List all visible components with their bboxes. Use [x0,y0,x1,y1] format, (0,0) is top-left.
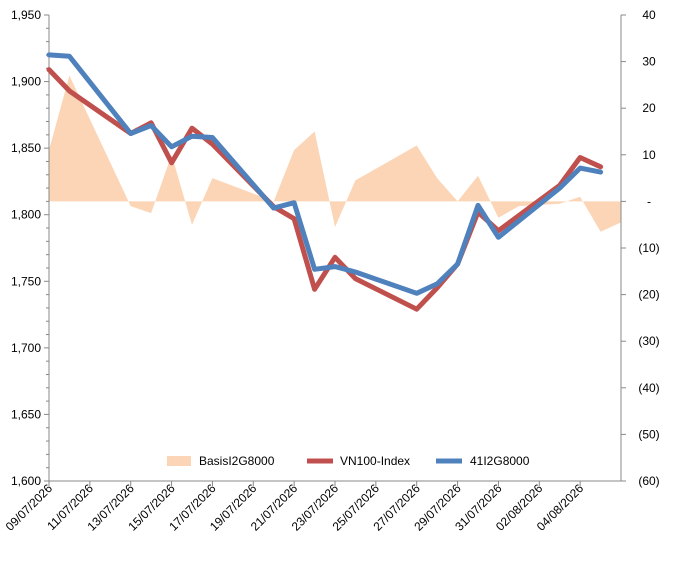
y-right-tick-label: 40 [642,8,656,22]
legend-swatch-basis [167,456,191,466]
y-left-tick-label: 1,850 [11,141,41,155]
y-right-tick-label: (30) [638,334,659,348]
axes-layer [44,14,626,486]
series-line-41i2g8000 [46,52,604,296]
y-right-tick-label: (20) [638,288,659,302]
y-left-tick-label: 1,600 [11,474,41,488]
legend-label-41i2g8000: 41I2G8000 [470,454,530,468]
y-right-tick-label: 10 [642,148,656,162]
y-right-tick-label: - [647,194,651,208]
y-right-tick-label: 30 [642,55,656,69]
ticks-layer: 1,600 1,650 1,700 1,750 1,800 1,850 1,900 1,950… [3,8,660,534]
area-layer [49,75,621,232]
y-left-tick-label: 1,650 [11,407,41,421]
y-right-tick-label: 20 [642,101,656,115]
legend: BasisI2G8000 VN100-Index 41I2G8000 [167,454,530,468]
area-basis [49,75,621,232]
legend-label-vn100: VN100-Index [340,454,410,468]
y-left-tick-label: 1,700 [11,341,41,355]
y-left-tick-label: 1,750 [11,274,41,288]
y-right-tick-label: (40) [638,381,659,395]
y-right-tick-label: (60) [638,474,659,488]
y-left-tick-label: 1,900 [11,75,41,89]
y-right-tick-label: (50) [638,427,659,441]
y-left-tick-label: 1,800 [11,208,41,222]
y-right-tick-label: (10) [638,241,659,255]
lines-layer [46,52,604,312]
y-left-tick-label: 1,950 [11,8,41,22]
legend-label-basis: BasisI2G8000 [199,454,275,468]
